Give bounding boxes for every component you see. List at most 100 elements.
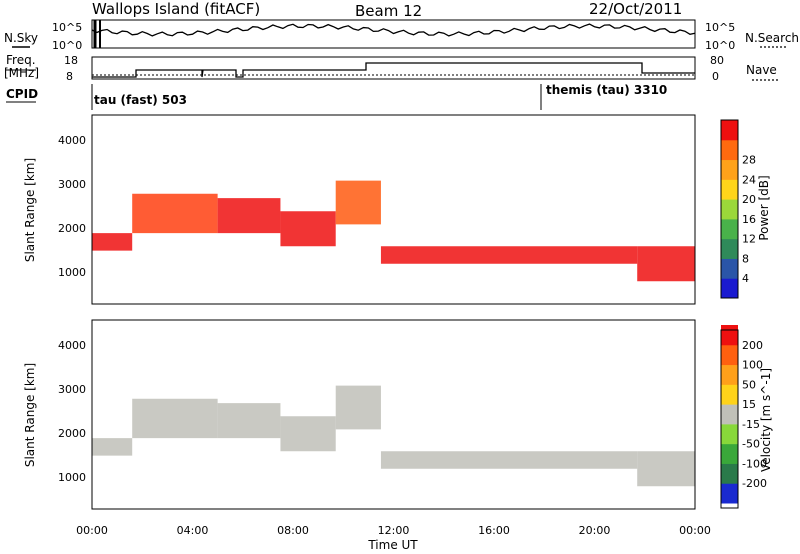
nave-tick-top: 80 — [710, 54, 724, 67]
velocity-colorbar-segment — [721, 384, 738, 405]
velocity-y-axis: Slant Range [km] 1000 2000 3000 4000 — [23, 339, 86, 484]
velocity-colorbar-segment — [721, 483, 738, 504]
power-colorbar-tick: 24 — [742, 173, 756, 186]
power-colorbar-tick: 16 — [742, 213, 756, 226]
nsky-tick-top: 10^5 — [52, 21, 82, 34]
plot-title: Wallops Island (fitACF) — [92, 0, 260, 18]
cpid-label: CPID — [6, 87, 38, 101]
velocity-y-tick-1000: 1000 — [58, 471, 86, 484]
velocity-colorbar-tick: 100 — [742, 359, 763, 372]
time-x-axis: 00:00 04:00 08:00 12:00 16:00 20:00 00:00 — [76, 524, 711, 537]
nsearch-label: N.Search — [745, 31, 799, 45]
noise-strip: N.Sky 10^5 10^0 10^5 10^0 N.Search — [4, 19, 799, 52]
power-colorbar-segment — [721, 120, 738, 141]
velocity-colorbar-segment — [721, 404, 738, 425]
power-colorbar-segment — [721, 258, 738, 279]
power-scatter-band — [335, 180, 381, 225]
velocity-colorbar-tick: 50 — [742, 378, 756, 391]
frequency-strip: Freq. [MHz] 18 8 80 0 Nave — [4, 53, 778, 83]
power-colorbar-label: Power [dB] — [757, 175, 771, 240]
time-x-tick: 08:00 — [277, 524, 309, 537]
power-panel-frame — [91, 114, 696, 305]
power-scatter-band — [280, 211, 336, 247]
power-scatter-band — [637, 246, 695, 282]
power-scatter-band — [132, 193, 218, 234]
velocity-colorbar-segment — [721, 344, 738, 366]
velocity-colorbar: 200 100 50 15 -15 -50 -100 -200 Velocity [m s^-… — [720, 325, 773, 509]
velocity-colorbar-segment — [721, 325, 738, 346]
cpid-mode-0: tau (fast) 503 — [94, 93, 187, 107]
power-y-tick-3000: 3000 — [58, 178, 86, 191]
power-colorbar-tick: 12 — [742, 233, 756, 246]
velocity-y-label: Slant Range [km] — [23, 363, 37, 467]
power-colorbar-tick: 28 — [742, 154, 756, 167]
time-x-label: Time UT — [367, 538, 418, 552]
freq-unit-label: [MHz] — [4, 66, 39, 80]
frequency-strip-frame — [91, 56, 696, 80]
velocity-scatter-band — [637, 451, 695, 487]
freq-tick-bottom: 8 — [66, 70, 73, 83]
velocity-colorbar-tick: 200 — [742, 339, 763, 352]
nsearch-tick-top: 10^5 — [705, 21, 735, 34]
time-x-tick: 12:00 — [378, 524, 410, 537]
power-colorbar-tick: 4 — [742, 272, 749, 285]
frequency-trace — [92, 62, 695, 78]
velocity-y-tick-2000: 2000 — [58, 427, 86, 440]
velocity-y-tick-3000: 3000 — [58, 383, 86, 396]
velocity-colorbar-segment — [721, 443, 738, 464]
velocity-colorbar-segment — [721, 423, 738, 445]
time-x-tick: 20:00 — [579, 524, 611, 537]
power-y-axis: Slant Range [km] 1000 2000 3000 4000 — [23, 134, 86, 279]
velocity-colorbar-tick: 15 — [742, 398, 756, 411]
velocity-colorbar-segment — [721, 463, 738, 484]
noise-strip-frame — [91, 19, 696, 49]
power-colorbar-segment — [721, 179, 738, 200]
time-x-tick: 00:00 — [679, 524, 711, 537]
beam-label: Beam 12 — [355, 2, 422, 20]
velocity-panel: Slant Range [km] 1000 2000 3000 4000 200… — [23, 319, 773, 552]
power-colorbar-tick: 8 — [742, 252, 749, 265]
velocity-y-tick-4000: 4000 — [58, 339, 86, 352]
velocity-scatter-band — [280, 416, 336, 452]
nsky-trace — [91, 23, 696, 37]
power-y-tick-2000: 2000 — [58, 222, 86, 235]
velocity-scatter-band — [92, 438, 133, 456]
power-colorbar-segment — [721, 278, 738, 299]
velocity-scatter-band — [132, 398, 218, 439]
velocity-scatter-band — [335, 385, 381, 430]
cpid-strip: CPID themis (tau) 3310 tau (fast) 503 — [6, 83, 667, 110]
freq-tick-top: 18 — [64, 54, 78, 67]
nsearch-tick-bottom: 10^0 — [705, 39, 735, 52]
power-y-tick-1000: 1000 — [58, 266, 86, 279]
nave-label: Nave — [746, 63, 777, 77]
time-x-tick: 16:00 — [478, 524, 510, 537]
time-x-tick: 04:00 — [177, 524, 209, 537]
velocity-colorbar-tick: -200 — [742, 477, 767, 490]
velocity-panel-frame — [91, 319, 696, 510]
velocity-scatter-band — [217, 403, 281, 439]
velocity-colorbar-segment — [721, 364, 738, 385]
power-colorbar-segment — [721, 159, 738, 180]
power-colorbar-segment — [721, 139, 738, 161]
power-scatter-band — [92, 233, 133, 251]
time-x-tick: 00:00 — [76, 524, 108, 537]
freq-label: Freq. — [6, 53, 36, 67]
velocity-colorbar-tick: -15 — [742, 418, 760, 431]
velocity-colorbar-tick: -50 — [742, 438, 760, 451]
cpid-mode-1: themis (tau) 3310 — [546, 83, 667, 97]
power-panel: Slant Range [km] 1000 2000 3000 4000 4 8 1… — [23, 114, 771, 305]
nsky-label: N.Sky — [4, 31, 38, 45]
power-colorbar-tick: 20 — [742, 193, 756, 206]
power-colorbar-segment — [721, 238, 738, 259]
power-scatter-band — [217, 198, 281, 234]
power-colorbar-segment — [721, 218, 738, 240]
velocity-scatter-band — [380, 451, 638, 469]
power-scatter-band — [380, 246, 638, 264]
power-y-label: Slant Range [km] — [23, 158, 37, 262]
velocity-colorbar-label: Velocity [m s^-1] — [759, 368, 773, 472]
date-label: 22/Oct/2011 — [589, 0, 682, 18]
velocity-colorbar-tick: -100 — [742, 457, 767, 470]
nsky-tick-bottom: 10^0 — [52, 39, 82, 52]
power-y-tick-4000: 4000 — [58, 134, 86, 147]
